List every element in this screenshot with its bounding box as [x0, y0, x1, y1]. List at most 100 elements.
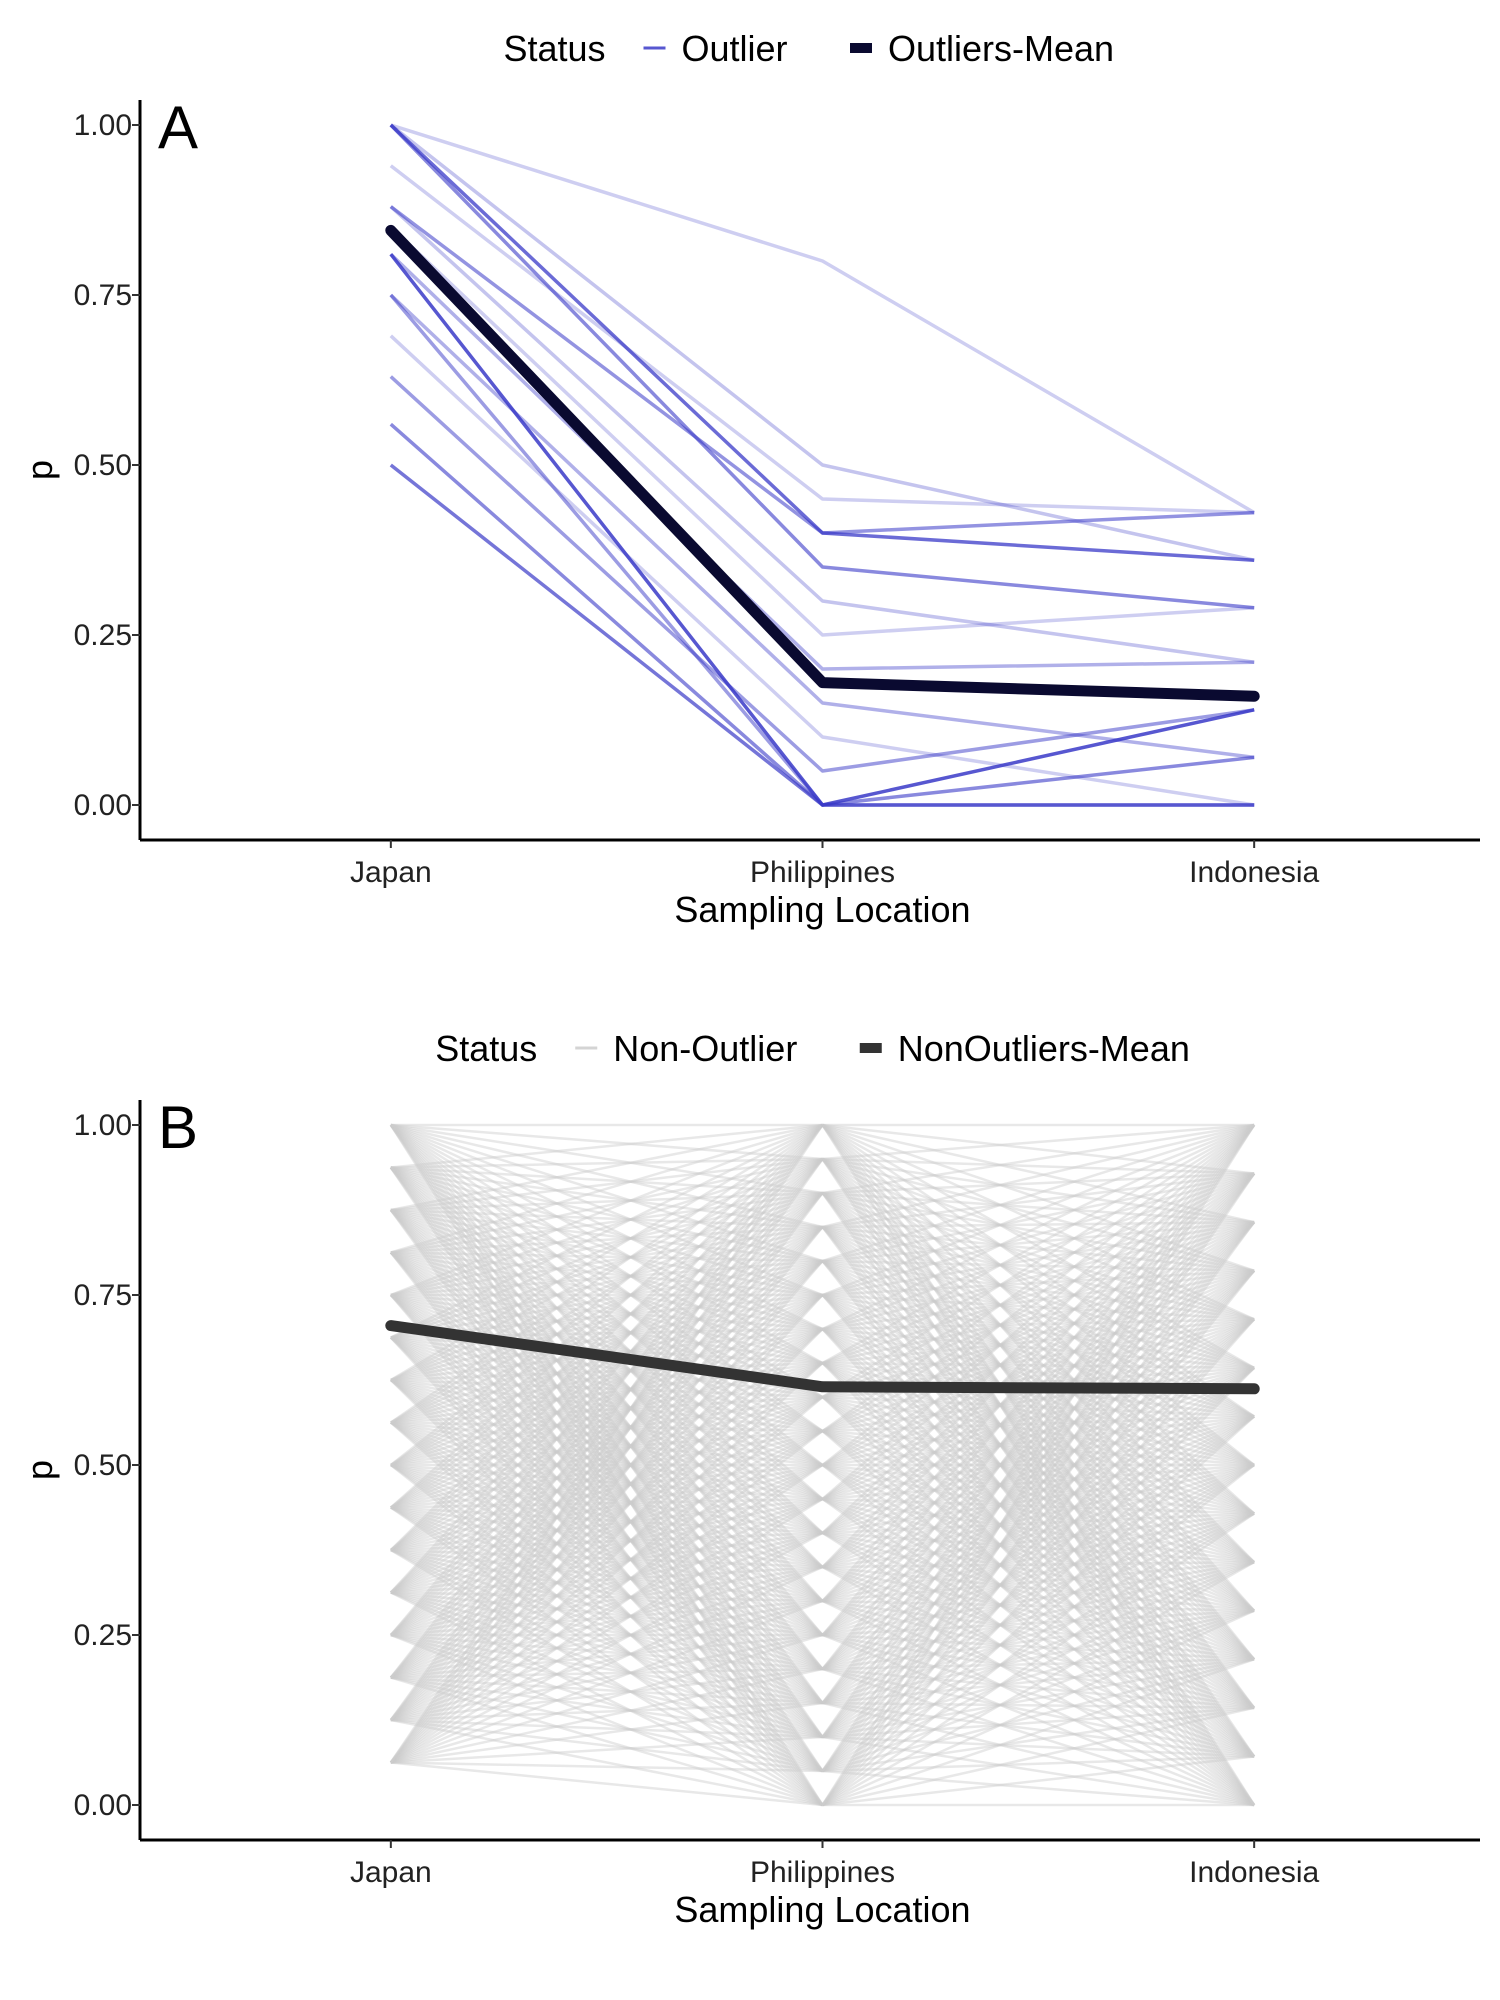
segment-460: [822, 1531, 1255, 1612]
segment-116: [390, 1429, 823, 1552]
segment-218: [390, 1336, 824, 1535]
segment-556: [822, 1318, 1255, 1331]
segment-304: [390, 1166, 824, 1467]
segment-300: [389, 1166, 824, 1602]
series-line-3: [389, 123, 1255, 562]
segment-441: [821, 1565, 1255, 1807]
segment-315: [389, 1124, 824, 1806]
segment-150: [390, 1463, 824, 1705]
segment-579: [821, 1260, 1256, 1661]
segment-488: [821, 1463, 1255, 1709]
segment-437: [821, 1269, 1255, 1602]
segment-211: [389, 1336, 824, 1772]
x-axis-title: Sampling Location: [674, 889, 970, 930]
segment-535: [821, 1361, 1255, 1612]
segment-149: [390, 1463, 824, 1739]
segment-627: [821, 1158, 1255, 1515]
segment-266: [390, 1251, 823, 1331]
segment-287: [390, 1208, 823, 1331]
segment-497: [821, 1269, 1255, 1467]
segment-393: [821, 1221, 1256, 1704]
series-line-7: [389, 225, 1255, 637]
segment-286: [390, 1208, 823, 1365]
segment-619: [822, 1172, 1255, 1195]
series-line-9: [389, 252, 1255, 671]
segment-47: [390, 1633, 823, 1679]
segment-635: [822, 1123, 1255, 1161]
segment-358: [821, 1463, 1255, 1773]
y-tick-label: 1.00: [74, 109, 132, 142]
segment-270: [390, 1191, 823, 1254]
segment-265: [390, 1251, 823, 1365]
segment-45: [390, 1676, 823, 1705]
segment-40: [389, 1158, 824, 1721]
segment-162: [390, 1293, 823, 1467]
segment-520: [821, 1395, 1255, 1612]
segment-295: [389, 1166, 824, 1772]
segment-531: [821, 1362, 1256, 1806]
segment-433: [822, 1463, 1255, 1603]
segment-419: [821, 1415, 1255, 1637]
segment-434: [822, 1415, 1255, 1603]
segment-141: [390, 1293, 824, 1509]
y-tick-label: 1.00: [74, 1109, 132, 1142]
segment-281: [390, 1208, 824, 1535]
segment-598: [821, 1225, 1255, 1467]
y-tick-label: 0.75: [74, 1279, 132, 1312]
segment-60: [389, 1192, 824, 1679]
segment-608: [821, 1192, 1256, 1709]
segment-541: [822, 1318, 1255, 1365]
segment-345: [821, 1366, 1256, 1806]
segment-394: [821, 1172, 1256, 1704]
segment-125: [389, 1124, 824, 1551]
segment-229: [390, 1157, 823, 1339]
segment-34: [390, 1362, 824, 1721]
segment-210: [389, 1336, 824, 1806]
segment-269: [390, 1225, 823, 1254]
series-line-5: [389, 205, 1255, 535]
segment-13: [389, 1362, 824, 1764]
segment-112: [390, 1548, 823, 1569]
segment-555: [822, 1327, 1255, 1370]
segment-370: [822, 1609, 1255, 1739]
segment-347: [821, 1269, 1256, 1806]
segment-554: [822, 1327, 1255, 1418]
segment-32: [390, 1429, 824, 1722]
segment-642: [821, 1124, 1256, 1515]
segment-9: [390, 1497, 824, 1764]
segment-199: [390, 1378, 823, 1467]
segment-12: [390, 1396, 824, 1764]
segment-230: [390, 1123, 824, 1339]
segment-143: [390, 1225, 824, 1509]
segment-146: [390, 1124, 824, 1509]
segment-212: [389, 1336, 824, 1738]
segment-628: [821, 1157, 1255, 1467]
segment-67: [390, 1633, 823, 1671]
segment-49: [390, 1565, 823, 1679]
segment-320: [389, 1124, 824, 1636]
segment-215: [390, 1336, 824, 1637]
segment-340: [821, 1609, 1255, 1807]
segment-611: [821, 1192, 1255, 1564]
segment-618: [822, 1191, 1255, 1224]
segment-410: [821, 1124, 1256, 1670]
segment-167: [390, 1124, 824, 1466]
segment-402: [822, 1512, 1255, 1671]
segment-107: [390, 1548, 823, 1739]
segment-529: [821, 1172, 1255, 1399]
segment-613: [821, 1191, 1255, 1467]
x-axis-title: Sampling Location: [674, 1889, 970, 1930]
segment-135: [390, 1497, 823, 1509]
segment-61: [389, 1158, 824, 1679]
segment-371: [822, 1561, 1255, 1739]
series-lines: [389, 123, 1256, 807]
segment-63: [390, 1633, 823, 1807]
segment-272: [390, 1123, 823, 1254]
segment-380: [821, 1124, 1256, 1738]
segment-469: [821, 1172, 1255, 1534]
segment-505: [822, 1429, 1255, 1612]
segment-417: [822, 1512, 1255, 1637]
segment-174: [390, 1421, 823, 1603]
segment-69: [390, 1599, 823, 1637]
segment-147: [390, 1464, 824, 1806]
